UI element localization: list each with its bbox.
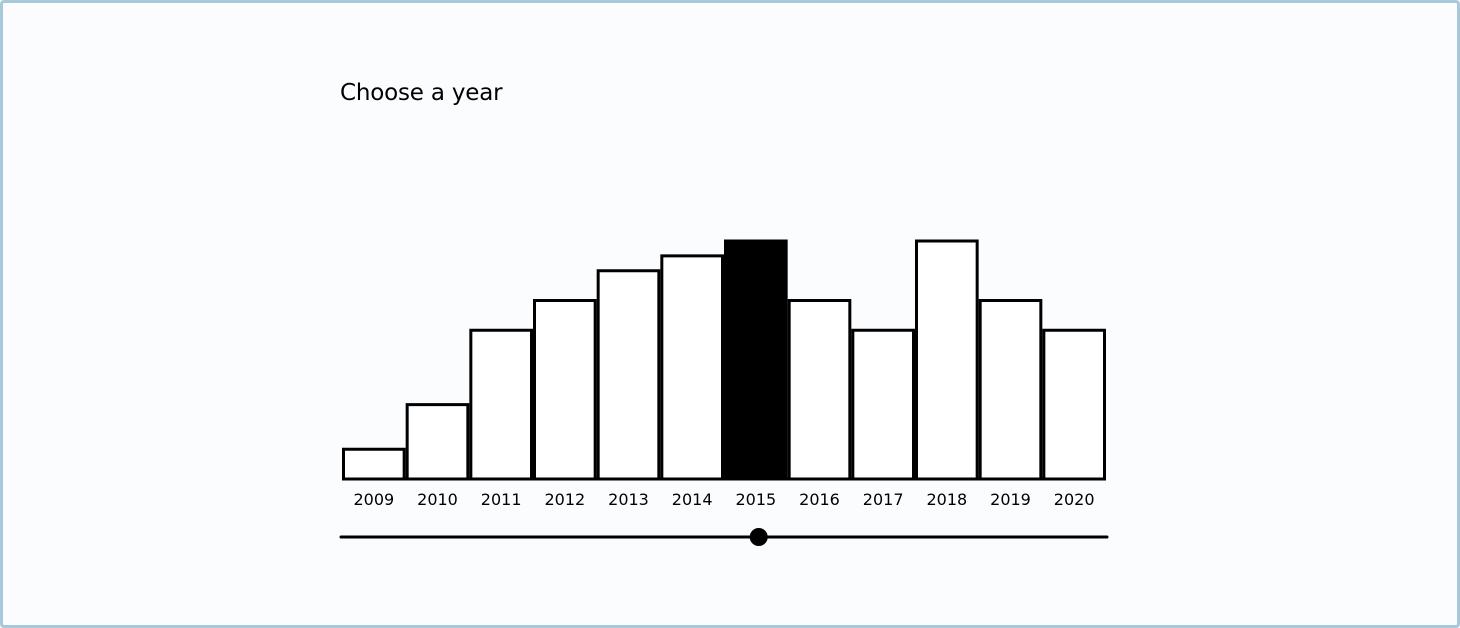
bar-2020[interactable] (1042, 328, 1107, 481)
bar-2012[interactable] (533, 299, 597, 481)
bar-2015[interactable] (724, 239, 788, 481)
x-tick-label-2011: 2011 (481, 490, 522, 509)
bar-2010[interactable] (405, 403, 470, 481)
bar-2018[interactable] (915, 239, 979, 481)
x-tick-label-2016: 2016 (799, 490, 840, 509)
bar-2011[interactable] (469, 328, 534, 481)
x-tick-label-2013: 2013 (608, 490, 649, 509)
year-slider-thumb[interactable] (749, 528, 768, 546)
x-tick-label-2010: 2010 (417, 490, 458, 509)
x-tick-label-2012: 2012 (544, 490, 585, 509)
x-tick-label-2009: 2009 (353, 490, 394, 509)
bar-2013[interactable] (596, 269, 661, 481)
x-tick-labels: 2009 2010 2011 2012 2013 2014 2015 2016 2017 2018… (353, 490, 1094, 509)
x-tick-label-2020: 2020 (1054, 490, 1095, 509)
bars-group (342, 239, 1107, 481)
x-tick-label-2019: 2019 (990, 490, 1031, 509)
page-title: Choose a year (340, 80, 503, 106)
x-tick-label-2018: 2018 (926, 490, 967, 509)
bar-2014[interactable] (660, 254, 724, 481)
bar-2017[interactable] (851, 328, 915, 481)
bar-2016[interactable] (787, 299, 852, 481)
x-tick-label-2017: 2017 (863, 490, 904, 509)
x-tick-label-2014: 2014 (672, 490, 713, 509)
x-tick-label-2015: 2015 (735, 490, 776, 509)
bar-2019[interactable] (978, 299, 1043, 481)
bar-2009[interactable] (342, 447, 406, 481)
